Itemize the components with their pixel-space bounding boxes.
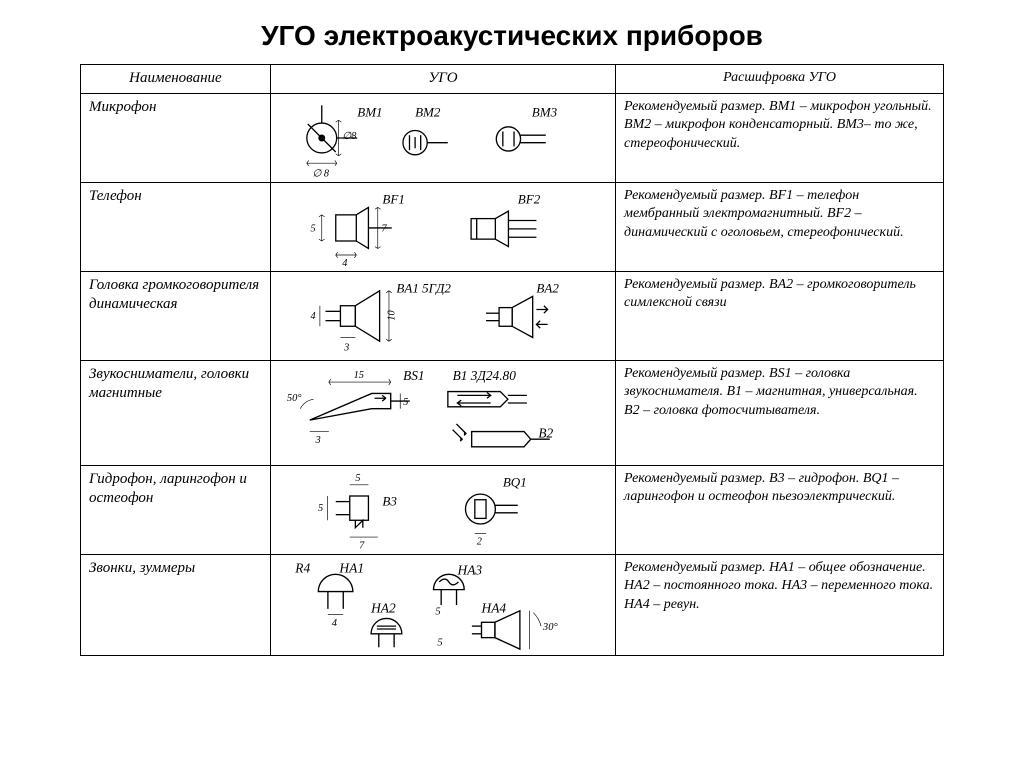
svg-text:15: 15 — [353, 370, 363, 381]
svg-text:BF1: BF1 — [382, 191, 404, 206]
row-desc: Рекомендуемый размер. HA1 – общее обозна… — [616, 554, 944, 655]
svg-text:4: 4 — [342, 258, 347, 269]
row-desc: Рекомендуемый размер. BF1 – телефон мемб… — [616, 182, 944, 271]
row-desc: Рекомендуемый размер. BM1 – микрофон уго… — [616, 93, 944, 182]
svg-text:∅8: ∅8 — [342, 130, 357, 141]
table-row: Телефон — [81, 182, 944, 271]
svg-text:BM2: BM2 — [415, 104, 441, 119]
table-row: Звонки, зуммеры — [81, 554, 944, 655]
svg-text:5: 5 — [355, 473, 360, 484]
bell-symbols: HA1 HA2 HA3 HA4 R4 4 5 5 30° — [273, 557, 613, 653]
svg-text:5: 5 — [437, 637, 442, 648]
svg-text:4: 4 — [332, 618, 338, 629]
table-row: Звукосниматели, головки магнитные — [81, 360, 944, 465]
row-name: Телефон — [81, 182, 271, 271]
svg-text:5: 5 — [310, 223, 315, 234]
row-symbol: BA1 5ГД2 BA2 4 3 10 — [270, 271, 615, 360]
svg-text:7: 7 — [381, 223, 387, 234]
row-symbol: BF1 BF2 5 7 4 — [270, 182, 615, 271]
svg-text:HA1: HA1 — [338, 560, 364, 575]
svg-text:BM3: BM3 — [532, 104, 558, 119]
row-symbol: BS1 B1 3Д24.80 B2 15 5 3 50° — [270, 360, 615, 465]
svg-text:BF2: BF2 — [518, 191, 541, 206]
table-row: Микрофон — [81, 93, 944, 182]
svg-text:7: 7 — [359, 540, 365, 551]
svg-text:HA4: HA4 — [480, 600, 506, 615]
hydrophone-symbols: B3 BQ1 5 5 7 2 — [273, 468, 613, 552]
row-desc: Рекомендуемый размер. BS1 – головка звук… — [616, 360, 944, 465]
svg-text:B2: B2 — [538, 425, 553, 440]
svg-text:HA2: HA2 — [370, 600, 396, 615]
svg-text:4: 4 — [310, 310, 315, 321]
row-name: Гидрофон, ларингофон и остеофон — [81, 465, 271, 554]
row-desc: Рекомендуемый размер. BA2 – громкоговори… — [616, 271, 944, 360]
row-desc: Рекомендуемый размер. B3 – гидрофон. BQ1… — [616, 465, 944, 554]
th-name: Наименование — [81, 65, 271, 94]
microphone-symbols: BM1 BM2 BM3 ∅8 ∅ 8 — [273, 96, 613, 180]
row-name: Звонки, зуммеры — [81, 554, 271, 655]
svg-text:5: 5 — [435, 606, 440, 617]
svg-text:BM1: BM1 — [357, 104, 382, 119]
svg-text:B3: B3 — [382, 493, 397, 508]
svg-text:3: 3 — [314, 435, 320, 446]
speaker-symbols: BA1 5ГД2 BA2 4 3 10 — [273, 274, 613, 358]
svg-text:2: 2 — [477, 536, 482, 547]
svg-text:5: 5 — [318, 502, 323, 513]
row-name: Микрофон — [81, 93, 271, 182]
row-name: Головка громкоговорителя динамическая — [81, 271, 271, 360]
svg-text:3: 3 — [343, 342, 349, 353]
symbol-table: Наименование УГО Расшифровка УГО Микрофо… — [80, 64, 944, 656]
table-row: Головка громкоговорителя динамическая — [81, 271, 944, 360]
row-symbol: HA1 HA2 HA3 HA4 R4 4 5 5 30° — [270, 554, 615, 655]
th-desc: Расшифровка УГО — [616, 65, 944, 94]
table-row: Гидрофон, ларингофон и остеофон — [81, 465, 944, 554]
th-sym: УГО — [270, 65, 615, 94]
svg-text:BQ1: BQ1 — [503, 474, 527, 489]
svg-text:∅ 8: ∅ 8 — [312, 168, 329, 179]
telephone-symbols: BF1 BF2 5 7 4 — [273, 185, 613, 269]
svg-text:BA2: BA2 — [536, 280, 559, 295]
row-symbol: B3 BQ1 5 5 7 2 — [270, 465, 615, 554]
svg-text:30°: 30° — [542, 621, 559, 632]
svg-text:HA3: HA3 — [456, 562, 482, 577]
pickup-symbols: BS1 B1 3Д24.80 B2 15 5 3 50° — [273, 363, 613, 463]
svg-text:BA1 5ГД2: BA1 5ГД2 — [396, 280, 451, 295]
svg-text:10: 10 — [386, 310, 397, 320]
svg-text:50°: 50° — [287, 393, 302, 404]
svg-text:5: 5 — [403, 396, 408, 407]
row-name: Звукосниматели, головки магнитные — [81, 360, 271, 465]
svg-text:R4: R4 — [294, 560, 310, 575]
row-symbol: BM1 BM2 BM3 ∅8 ∅ 8 — [270, 93, 615, 182]
page-title: УГО электроакустических приборов — [80, 20, 944, 52]
svg-text:BS1: BS1 — [403, 368, 424, 383]
svg-text:B1 3Д24.80: B1 3Д24.80 — [452, 368, 516, 383]
